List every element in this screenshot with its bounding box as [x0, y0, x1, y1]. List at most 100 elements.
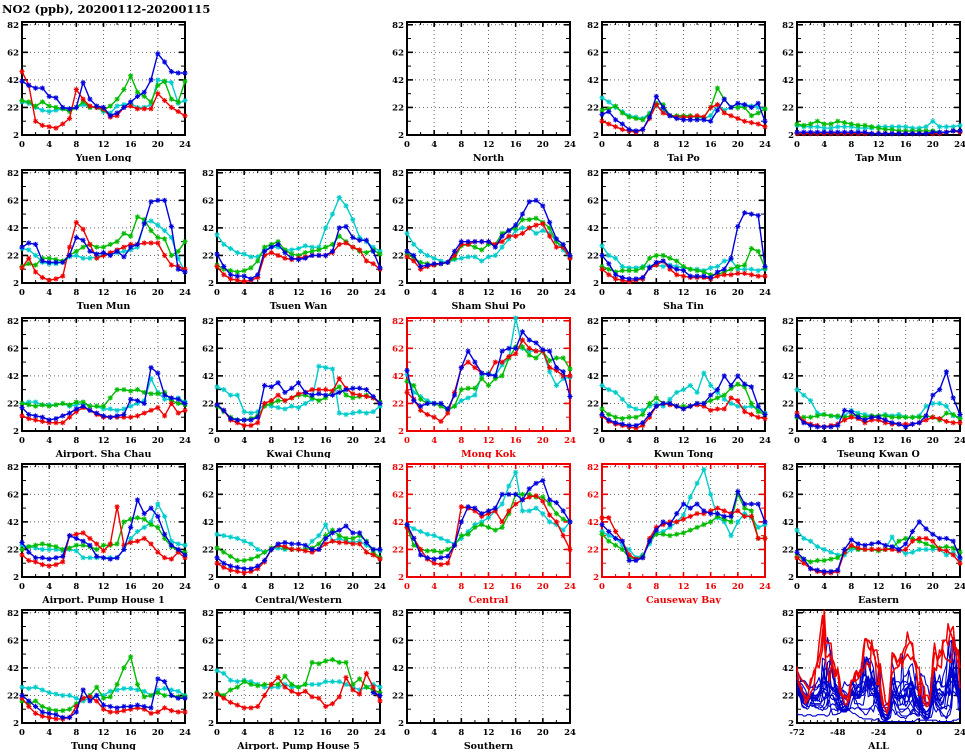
data-point-marker [336, 384, 342, 390]
data-point-marker [458, 365, 464, 371]
data-point-marker [714, 395, 721, 401]
data-point-marker [155, 197, 161, 203]
data-point-marker [39, 709, 45, 715]
data-point-marker [241, 705, 247, 711]
data-point-marker [848, 414, 854, 420]
data-point-marker [417, 396, 424, 402]
y-tick-label: 42 [202, 224, 214, 234]
data-point-marker [862, 411, 868, 418]
data-point-marker [458, 398, 464, 404]
data-point-marker [53, 104, 59, 111]
chart-airport-sha-chau: 2 22 42 62 82 0 4 8 12 16 20 24 Airport. Sha Chau [2, 310, 194, 458]
data-point-marker [100, 104, 107, 111]
data-point-marker [168, 96, 175, 102]
x-tick-label: 12 [98, 436, 110, 446]
data-point-marker [363, 549, 370, 555]
data-point-marker [547, 233, 553, 239]
x-tick-label: 4 [241, 436, 247, 446]
data-point-marker [755, 501, 761, 507]
data-point-marker [923, 131, 929, 137]
data-point-marker [526, 486, 532, 492]
data-point-marker [633, 425, 639, 431]
data-point-marker [431, 414, 437, 420]
y-tick-label: 22 [782, 103, 794, 113]
data-point-marker [599, 111, 605, 117]
data-point-marker [748, 266, 755, 272]
data-point-marker [282, 681, 288, 688]
data-point-marker [175, 709, 181, 715]
station-label-tseung-kwan-o: Tseung Kwan O [837, 449, 919, 458]
data-point-marker [674, 511, 680, 517]
data-point-marker [438, 418, 444, 424]
data-point-marker [896, 124, 902, 130]
data-point-marker [903, 124, 909, 130]
y-tick-label: 62 [587, 196, 599, 206]
data-point-marker [674, 115, 680, 122]
station-label-causeway-bay: Causeway Bay [646, 595, 721, 604]
data-point-marker [289, 385, 295, 391]
data-point-marker [214, 251, 220, 257]
x-tick-label: 0 [214, 582, 220, 592]
data-point-marker [612, 420, 619, 426]
x-tick-label: 12 [678, 288, 690, 298]
data-point-marker [458, 387, 464, 393]
x-tick-label: 8 [458, 728, 464, 738]
data-point-marker [168, 707, 175, 714]
data-point-marker [882, 131, 888, 137]
data-point-marker [248, 681, 254, 688]
data-point-marker [499, 524, 505, 530]
data-point-marker [619, 126, 625, 133]
data-point-marker [94, 546, 100, 553]
data-point-marker [107, 406, 113, 412]
data-point-marker [46, 403, 52, 409]
data-point-marker [626, 126, 632, 133]
x-tick-label: 24 [564, 140, 576, 150]
data-point-marker [214, 691, 220, 697]
data-point-marker [148, 99, 154, 105]
data-point-marker [458, 255, 464, 261]
data-point-marker [60, 559, 66, 565]
chart-eastern: 2 22 42 62 82 0 4 8 12 16 20 24 Eastern [777, 456, 965, 604]
data-point-marker [438, 555, 444, 561]
data-point-marker [182, 78, 188, 84]
x-tick-label: 12 [483, 728, 495, 738]
data-point-marker [513, 228, 519, 234]
data-point-marker [94, 410, 100, 416]
data-point-marker [889, 534, 895, 540]
data-point-marker [162, 236, 168, 242]
data-point-marker [155, 391, 161, 397]
data-point-marker [560, 527, 566, 533]
x-tick-label: 12 [293, 436, 305, 446]
data-point-marker [547, 497, 553, 503]
data-point-marker [350, 244, 356, 250]
data-point-marker [930, 538, 936, 544]
data-point-marker [53, 107, 59, 113]
station-label-central-western: Central/Western [255, 595, 342, 604]
data-point-marker [66, 106, 73, 112]
data-point-marker [350, 217, 356, 223]
x-tick-label: 24 [564, 582, 576, 592]
data-point-marker [519, 329, 526, 335]
data-point-marker [646, 414, 653, 420]
data-point-marker [134, 387, 141, 393]
data-point-marker [87, 407, 93, 413]
data-point-marker [674, 266, 680, 272]
data-point-marker [485, 241, 492, 248]
data-point-marker [599, 243, 605, 249]
y-tick-label: 42 [587, 372, 599, 382]
data-point-marker [404, 389, 410, 396]
data-point-marker [80, 244, 86, 250]
data-point-marker [445, 538, 451, 544]
data-point-marker [721, 272, 727, 278]
data-point-marker [748, 119, 755, 126]
data-point-marker [862, 414, 868, 420]
data-point-marker [619, 415, 625, 422]
x-tick-label: 20 [152, 436, 164, 446]
x-tick-label: 20 [537, 288, 549, 298]
data-point-marker [32, 545, 39, 551]
data-point-marker [289, 541, 295, 547]
data-point-marker [162, 685, 168, 692]
x-tick-label: 0 [19, 728, 25, 738]
data-point-marker [513, 491, 519, 497]
data-point-marker [472, 505, 478, 511]
